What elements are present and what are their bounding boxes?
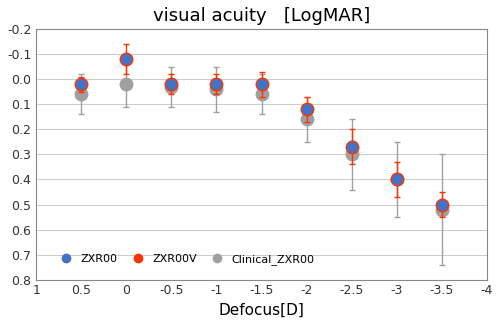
Title: visual acuity   [LogMAR]: visual acuity [LogMAR]	[153, 7, 370, 25]
X-axis label: Defocus[D]: Defocus[D]	[218, 303, 304, 318]
Legend: ZXR00, ZXR00V, Clinical_ZXR00: ZXR00, ZXR00V, Clinical_ZXR00	[50, 249, 318, 269]
